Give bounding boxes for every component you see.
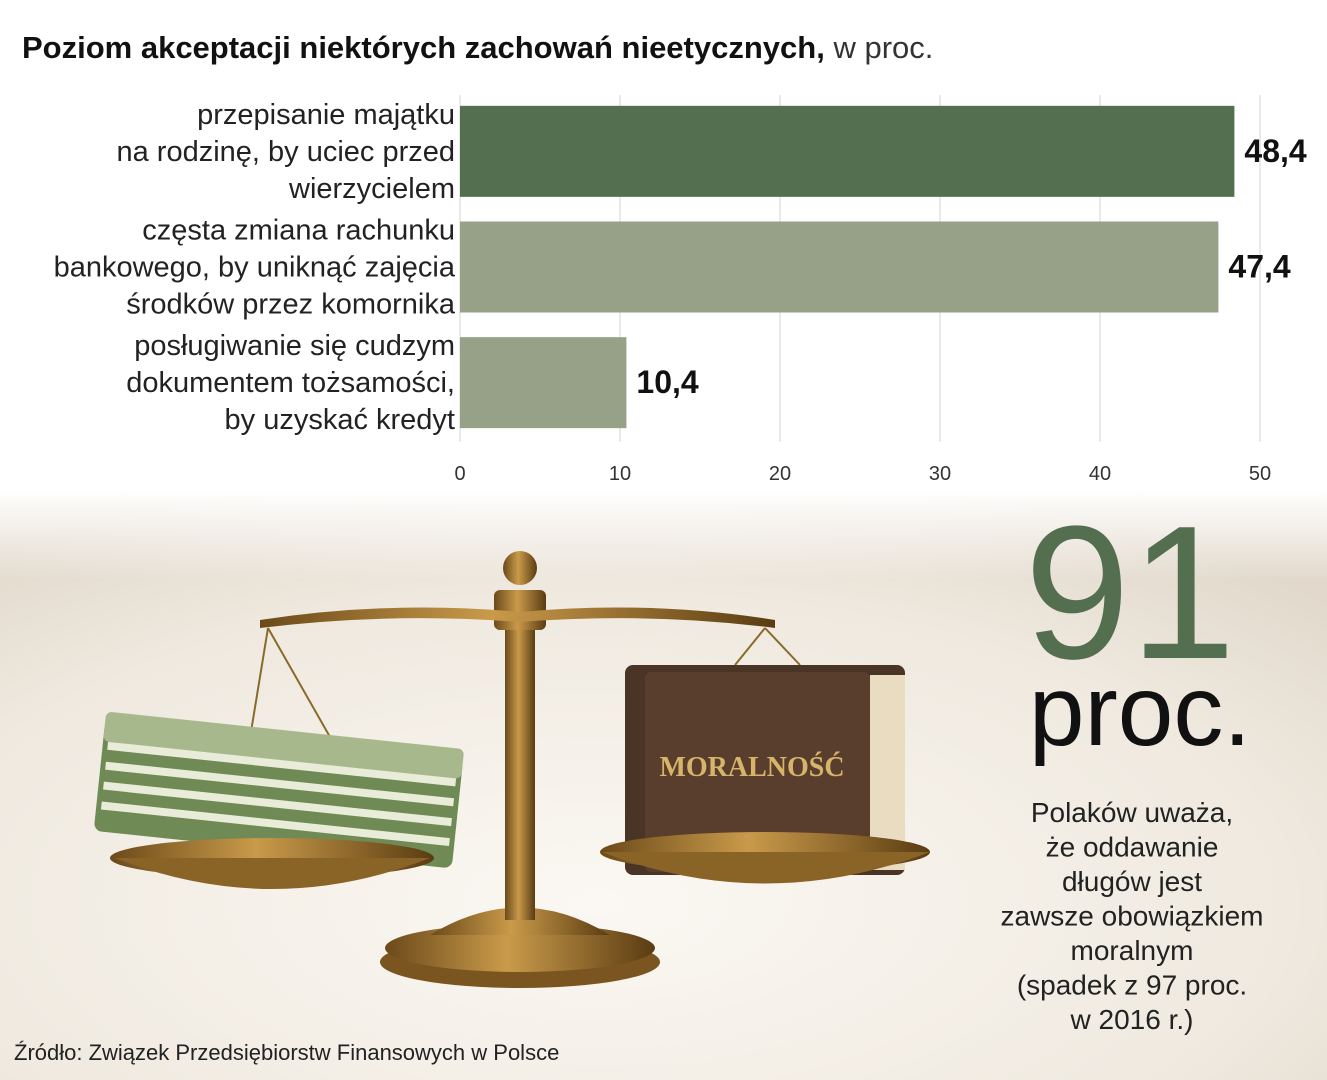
- highlight-line: (spadek z 97 proc.: [1017, 970, 1247, 1001]
- x-tick-label: 0: [454, 463, 465, 485]
- bar: [460, 221, 1219, 313]
- category-label: by uzyskać kredyt: [225, 404, 455, 436]
- category-label: środków przez komornika: [126, 289, 456, 321]
- category-label: częsta zmiana rachunku: [142, 215, 455, 247]
- x-tick-label: 30: [929, 463, 951, 485]
- category-label: dokumentem tożsamości,: [126, 367, 455, 399]
- highlight-line: długów jest: [1062, 866, 1202, 897]
- highlight-line: w 2016 r.): [1070, 1004, 1194, 1035]
- x-tick-label: 20: [769, 463, 791, 485]
- bar: [460, 105, 1235, 197]
- book-title: MORALNOŚĆ: [659, 752, 844, 783]
- x-tick-label: 40: [1089, 463, 1111, 485]
- category-label: wierzycielem: [288, 173, 455, 205]
- highlight-unit: proc.: [1029, 655, 1251, 767]
- value-label: 48,4: [1244, 133, 1306, 169]
- source: Źródło: Związek Przedsiębiorstw Finansow…: [14, 1040, 559, 1065]
- chart-subtitle: w proc.: [832, 30, 933, 65]
- highlight-line: Polaków uważa,: [1031, 797, 1233, 828]
- highlight-number: 91: [1024, 487, 1235, 699]
- x-tick-label: 50: [1249, 463, 1271, 485]
- highlight-line: że oddawanie: [1046, 832, 1219, 863]
- value-label: 47,4: [1228, 249, 1290, 285]
- value-label: 10,4: [636, 364, 698, 400]
- background-fade: [0, 490, 1327, 580]
- scale-illustration: MORALNOŚĆ: [94, 551, 930, 988]
- category-label: przepisanie majątku: [197, 99, 455, 131]
- category-label: posługiwanie się cudzym: [134, 330, 455, 362]
- bar: [460, 337, 627, 429]
- bar-chart: 0 10 20 30 40 50 przepisanie majątku na rodzinę…: [54, 95, 1307, 485]
- chart-title-line: Poziom akceptacji niektórych zachowań ni…: [22, 30, 933, 65]
- highlight-line: moralnym: [1071, 935, 1194, 966]
- category-label: bankowego, by uniknąć zajęcia: [54, 252, 456, 284]
- category-label: na rodzinę, by uciec przed: [116, 136, 455, 168]
- chart-title: Poziom akceptacji niektórych zachowań ni…: [22, 30, 825, 65]
- x-tick-label: 10: [609, 463, 631, 485]
- highlight-line: zawsze obowiązkiem: [1001, 901, 1264, 932]
